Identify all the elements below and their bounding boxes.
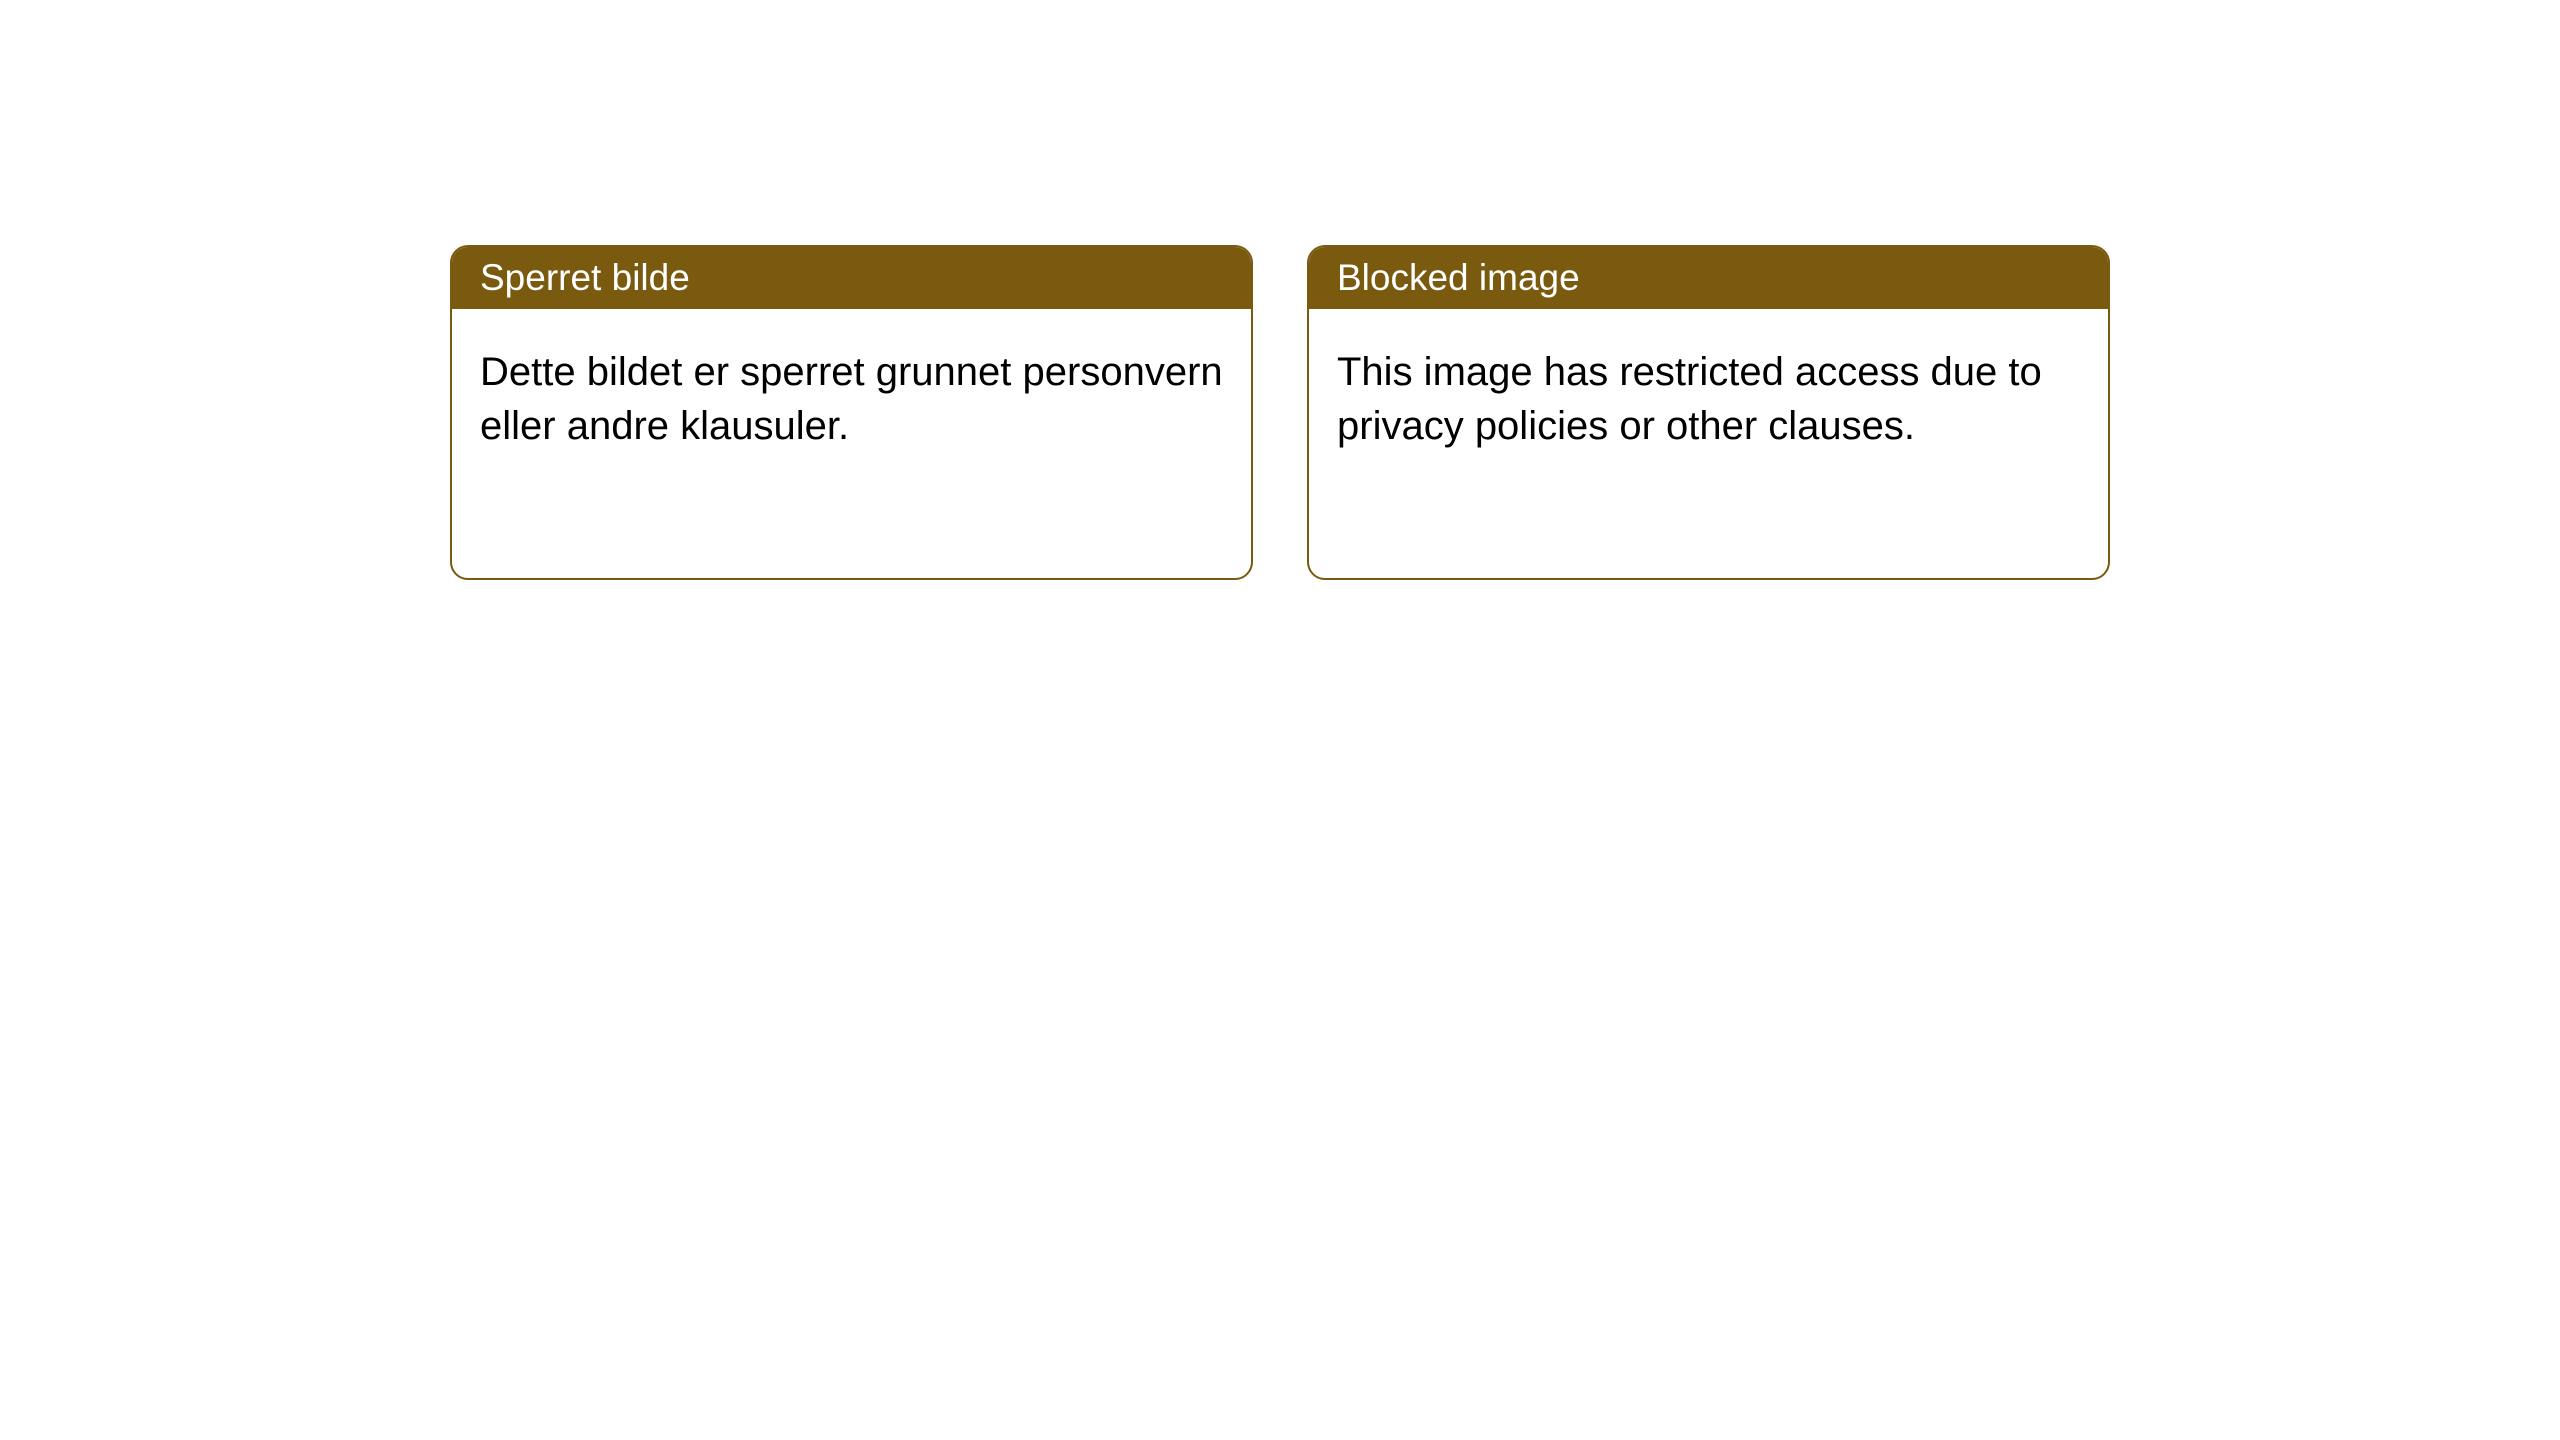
card-body-text: Dette bildet er sperret grunnet personve… [480, 350, 1223, 448]
blocked-image-card-norwegian: Sperret bilde Dette bildet er sperret gr… [450, 245, 1253, 580]
card-header: Sperret bilde [452, 247, 1251, 309]
card-header: Blocked image [1309, 247, 2108, 309]
card-title: Sperret bilde [480, 257, 690, 298]
card-body: Dette bildet er sperret grunnet personve… [452, 309, 1251, 489]
cards-container: Sperret bilde Dette bildet er sperret gr… [450, 245, 2110, 580]
card-title: Blocked image [1337, 257, 1580, 298]
blocked-image-card-english: Blocked image This image has restricted … [1307, 245, 2110, 580]
card-body-text: This image has restricted access due to … [1337, 350, 2042, 448]
card-body: This image has restricted access due to … [1309, 309, 2108, 489]
